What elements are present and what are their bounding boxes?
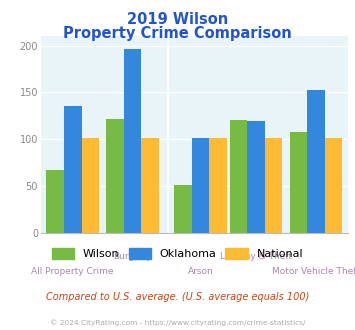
- Text: Arson: Arson: [187, 267, 213, 276]
- Text: All Property Crime: All Property Crime: [32, 267, 114, 276]
- Bar: [124, 50, 141, 233]
- Text: Compared to U.S. average. (U.S. average equals 100): Compared to U.S. average. (U.S. average …: [46, 292, 309, 302]
- Bar: [47, 170, 64, 233]
- Legend: Wilson, Oklahoma, National: Wilson, Oklahoma, National: [48, 244, 307, 263]
- Bar: [82, 138, 99, 233]
- Bar: [325, 138, 342, 233]
- Bar: [64, 106, 82, 233]
- Bar: [141, 138, 159, 233]
- Bar: [307, 89, 325, 233]
- Bar: [265, 138, 283, 233]
- Bar: [247, 121, 265, 233]
- Text: Larceny & Theft: Larceny & Theft: [220, 252, 292, 261]
- Bar: [290, 132, 307, 233]
- Text: © 2024 CityRating.com - https://www.cityrating.com/crime-statistics/: © 2024 CityRating.com - https://www.city…: [50, 319, 305, 326]
- Bar: [174, 185, 192, 233]
- Text: Burglary: Burglary: [113, 252, 152, 261]
- Bar: [230, 120, 247, 233]
- Text: Motor Vehicle Theft: Motor Vehicle Theft: [272, 267, 355, 276]
- Bar: [192, 138, 209, 233]
- Bar: [209, 138, 226, 233]
- Text: 2019 Wilson: 2019 Wilson: [127, 12, 228, 26]
- Text: Property Crime Comparison: Property Crime Comparison: [63, 26, 292, 41]
- Bar: [106, 118, 124, 233]
